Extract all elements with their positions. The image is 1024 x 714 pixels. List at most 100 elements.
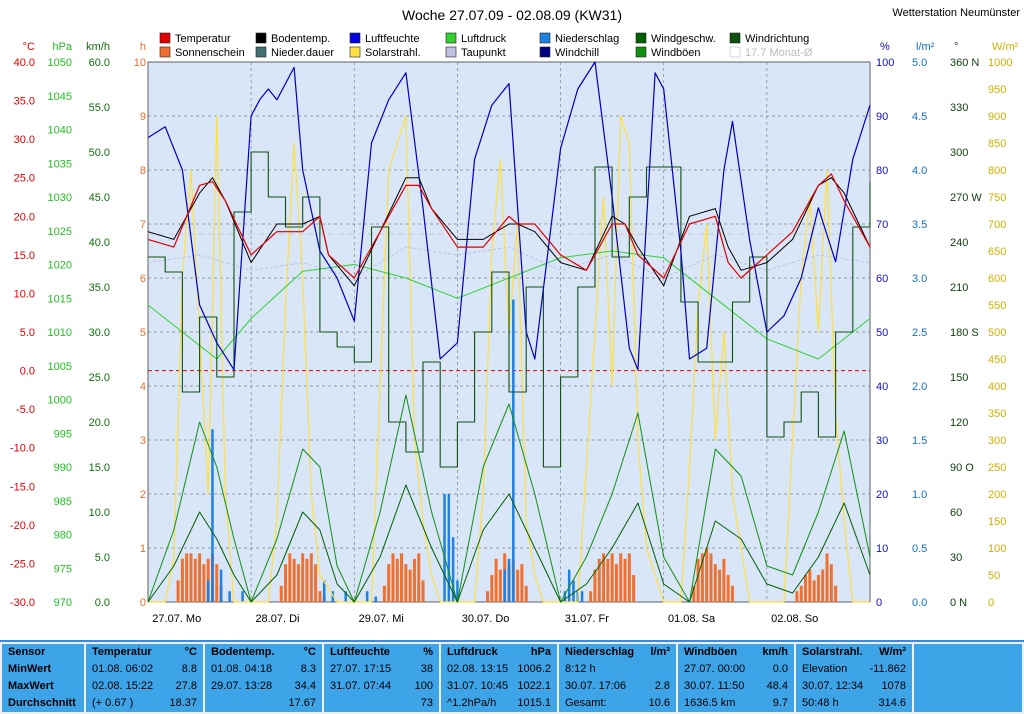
- bar-sunshine: [486, 591, 490, 602]
- tick-rain: 2.0: [912, 381, 927, 393]
- tick-rain: 1.0: [912, 489, 927, 501]
- weather-chart: Woche 27.07.09 - 02.08.09 (KW31) Wetterst…: [9, 7, 1021, 625]
- stats-cell-row: 02.08. 13:15 1006.2: [441, 661, 557, 678]
- tick-pressure: 1005: [48, 361, 72, 373]
- bar-sunshine: [382, 585, 386, 602]
- bar-rain: [512, 299, 515, 602]
- bar-sunshine: [490, 575, 494, 602]
- x-tick-label: 01.08. Sa: [668, 613, 716, 625]
- tick-humidity: 10: [876, 543, 888, 555]
- tick-humidity: 50: [876, 327, 888, 339]
- tick-wind: 30.0: [89, 327, 110, 339]
- cell-value: 8.3: [300, 663, 316, 675]
- bar-sunshine: [494, 558, 498, 602]
- axis-unit-humidity: %: [880, 41, 890, 53]
- axis-unit-solar: W/m²: [992, 41, 1019, 53]
- stats-cell-row: 31.07. 10:45 1022.1: [441, 678, 557, 695]
- tick-wind: 10.0: [89, 507, 110, 519]
- cell-label: 02.08. 15:22: [92, 680, 154, 692]
- legend-swatch: [729, 46, 741, 58]
- tick-solar: 50: [988, 570, 1000, 582]
- tick-solar: 350: [988, 408, 1006, 420]
- bar-sunshine: [602, 553, 606, 602]
- stats-column-header: Niederschlag l/m²: [559, 644, 676, 661]
- cell-label: 27.07. 00:00: [684, 663, 746, 675]
- tick-rain: 1.5: [912, 435, 927, 447]
- tick-solar: 600: [988, 273, 1006, 285]
- tick-rain: 2.5: [912, 327, 927, 339]
- row-label-max: MaxWert: [8, 680, 54, 692]
- stats-filler: [914, 644, 1022, 712]
- tick-temperature: 5.0: [20, 327, 35, 339]
- tick-temperature: 40.0: [14, 57, 35, 69]
- stats-column: Windböen km/h 27.07. 00:00 0.0 30.07. 11:50 4…: [678, 644, 794, 712]
- bar-sunshine: [176, 580, 180, 602]
- bar-sunshine: [412, 558, 416, 602]
- column-unit: W/m²: [879, 646, 906, 658]
- cell-value: 27.8: [175, 680, 197, 692]
- tick-wind_dir: 0 N: [950, 597, 967, 609]
- bar-rain: [451, 537, 455, 602]
- legend-swatch: [635, 46, 647, 58]
- tick-temperature: -25.0: [10, 558, 35, 570]
- stats-column: Temperatur °C 01.08. 06:02 8.8 02.08. 15:22 2…: [86, 644, 203, 712]
- bar-sunshine: [421, 580, 425, 602]
- tick-pressure: 980: [54, 530, 72, 542]
- bar-sunshine: [309, 553, 313, 602]
- legend-label: Taupunkt: [461, 47, 506, 59]
- bar-rain: [206, 580, 210, 602]
- cell-label: 31.07. 07:44: [330, 680, 392, 692]
- tick-solar: 1000: [988, 57, 1012, 69]
- stats-cell-row: Gesamt: 10.6: [559, 695, 676, 712]
- axis-unit-sunshine: h: [140, 41, 146, 53]
- axis-unit-wind_dir: °: [954, 41, 958, 53]
- legend-label: Windrichtung: [745, 33, 809, 45]
- axis-unit-pressure: hPa: [52, 41, 72, 53]
- tick-temperature: 30.0: [14, 134, 35, 146]
- cell-value: 1006.2: [517, 663, 551, 675]
- tick-temperature: 25.0: [14, 173, 35, 185]
- tick-rain: 4.5: [912, 111, 927, 123]
- tick-solar: 200: [988, 489, 1006, 501]
- tick-temperature: -10.0: [10, 443, 35, 455]
- tick-humidity: 40: [876, 381, 888, 393]
- legend-label: Nieder.dauer: [271, 47, 334, 59]
- stats-cell-row: 29.07. 13:28 34.4: [205, 678, 322, 695]
- cell-value: 1078: [881, 680, 906, 692]
- bar-sunshine: [834, 585, 838, 602]
- legend-label: Luftdruck: [461, 33, 507, 45]
- bar-sunshine: [292, 558, 296, 602]
- cell-value: 34.4: [294, 680, 316, 692]
- series-wind_speed: [147, 484, 871, 603]
- tick-wind: 20.0: [89, 417, 110, 429]
- legend-swatch: [445, 46, 457, 58]
- station-name: Wetterstation Neumünster: [892, 7, 1020, 19]
- legend-label: Sonnenschein: [175, 47, 245, 59]
- cell-value: 2.8: [654, 680, 670, 692]
- tick-wind: 25.0: [89, 372, 110, 384]
- tick-sunshine: 7: [140, 219, 146, 231]
- tick-wind_dir: 330: [950, 102, 968, 114]
- tick-humidity: 60: [876, 273, 888, 285]
- cell-label: (+ 0.67 ): [92, 697, 134, 709]
- tick-humidity: 70: [876, 219, 888, 231]
- bar-sunshine: [614, 564, 618, 602]
- tick-temperature: -15.0: [10, 481, 35, 493]
- bar-sunshine: [816, 575, 820, 602]
- tick-pressure: 1000: [48, 395, 72, 407]
- tick-sunshine: 0: [140, 597, 146, 609]
- tick-rain: 0.0: [912, 597, 927, 609]
- bar-rain: [228, 591, 231, 602]
- tick-pressure: 970: [54, 597, 72, 609]
- bar-sunshine: [301, 553, 305, 602]
- tick-solar: 400: [988, 381, 1006, 393]
- legend-swatch: [539, 46, 551, 58]
- tick-pressure: 1040: [48, 125, 72, 137]
- tick-wind_dir: 270 W: [950, 192, 982, 204]
- series-humidity: [147, 61, 871, 371]
- legend-label: Temperatur: [175, 33, 231, 45]
- bar-sunshine: [180, 558, 184, 602]
- bar-rain: [447, 494, 451, 602]
- tick-wind: 15.0: [89, 462, 110, 474]
- stats-cell-row: 31.07. 07:44 100: [324, 678, 439, 695]
